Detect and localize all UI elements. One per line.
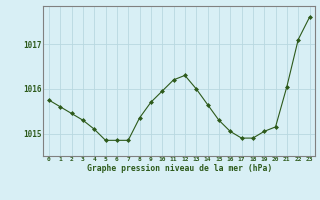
X-axis label: Graphe pression niveau de la mer (hPa): Graphe pression niveau de la mer (hPa) bbox=[87, 164, 272, 173]
